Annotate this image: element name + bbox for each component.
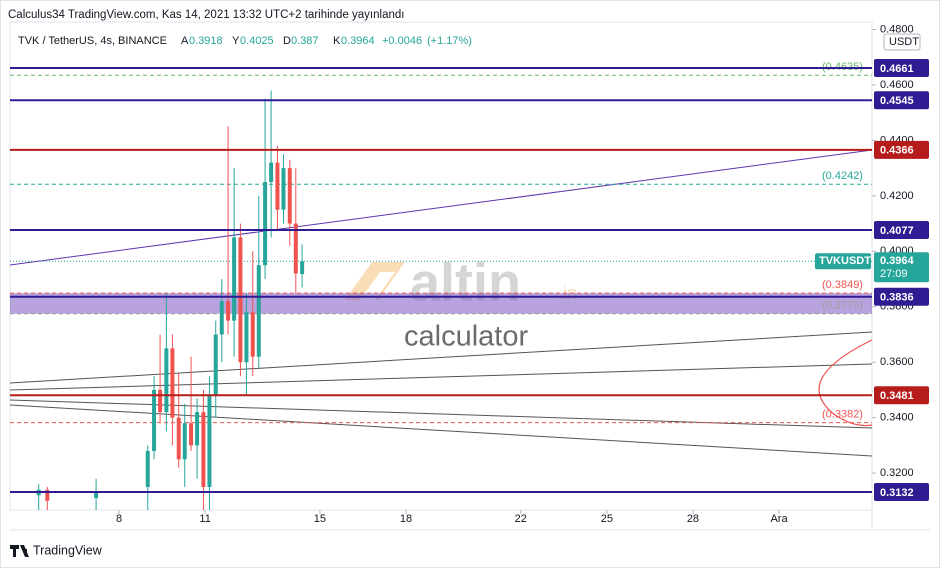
candle-body — [275, 162, 280, 210]
candle-body — [195, 412, 200, 446]
level-label-box — [874, 386, 929, 405]
x-tick-label: 8 — [116, 513, 122, 525]
candle-body — [201, 412, 206, 487]
currency-box — [883, 33, 921, 51]
level-label: 0.4077 — [880, 225, 914, 237]
symbol: TVK / TetherUS, 4s, BINANCE — [18, 35, 167, 47]
candle-body — [269, 162, 274, 182]
candle-body — [281, 168, 286, 210]
candle-body — [45, 489, 50, 501]
x-tick-label: 11 — [199, 513, 210, 525]
countdown: 27:09 — [880, 268, 908, 280]
watermark-tagline: calculator — [404, 321, 528, 353]
ohlc-value: 0.387 — [291, 35, 319, 47]
candle-body — [219, 301, 224, 335]
last-price: 0.3964 — [880, 255, 915, 267]
ohlc-value: 0.4025 — [240, 35, 274, 47]
currency: USDT — [889, 36, 919, 48]
candle-body — [293, 223, 298, 274]
ohlc-key: A — [181, 35, 189, 47]
level-label: 0.4366 — [880, 145, 914, 157]
level-label: 0.3132 — [880, 487, 914, 499]
candle-body — [152, 389, 157, 451]
trend-line — [9, 331, 873, 384]
ohlc-key: K — [333, 35, 341, 47]
last-name-box — [815, 253, 871, 270]
dashed-level-label: (0.3849) — [822, 279, 863, 291]
y-tick-label: 0.4800 — [880, 23, 914, 35]
candle-body — [189, 423, 194, 446]
level-label: 0.4661 — [880, 63, 914, 75]
level-label: 0.3836 — [880, 292, 914, 304]
candle-body — [300, 261, 305, 275]
ohlc-value: 0.3918 — [189, 35, 223, 47]
candle-body — [226, 301, 231, 321]
x-tick-label: 18 — [400, 513, 412, 525]
x-tick-label: 28 — [687, 513, 699, 525]
candle-body — [213, 334, 218, 396]
candle-body — [287, 168, 292, 224]
candle-body — [256, 265, 261, 357]
trend-line — [9, 149, 873, 266]
ohlc-key: Y — [232, 35, 240, 47]
candle-body — [207, 395, 212, 487]
dashed-level-label: (0.3775) — [822, 300, 863, 312]
legend: TVK / TetherUS, 4s, BINANCE A 0.3918 Y 0.402… — [18, 35, 472, 47]
dashed-level-label: (0.4242) — [822, 170, 863, 182]
candle-body — [176, 417, 181, 460]
y-tick-label: 0.3600 — [880, 356, 914, 368]
level-label-box — [874, 59, 929, 78]
change-pct: (+1.17%) — [427, 35, 472, 47]
footer-brand: TradingView — [33, 543, 103, 557]
ellipse-drawing — [818, 339, 873, 427]
candle-body — [170, 348, 175, 418]
candle-body — [182, 423, 187, 460]
y-tick-label: 0.4600 — [880, 79, 914, 91]
candle-body — [250, 312, 255, 357]
candle-body — [263, 181, 268, 266]
zone — [10, 293, 872, 314]
candle-body — [164, 348, 169, 413]
candle-body — [94, 492, 99, 499]
x-tick-label: 15 — [314, 513, 326, 525]
level-label: 0.4545 — [880, 95, 914, 107]
level-label-box — [874, 220, 929, 239]
y-tick-label: 0.3200 — [880, 467, 914, 479]
candle-body — [145, 450, 150, 487]
ohlc-value: 0.3964 — [341, 35, 375, 47]
level-label-box — [874, 287, 929, 306]
ohlc-key: D — [283, 35, 291, 47]
y-tick-label: 0.3400 — [880, 412, 914, 424]
dashed-level-label: (0.3382) — [822, 409, 863, 421]
y-tick-label: 0.4200 — [880, 190, 914, 202]
candle-body — [232, 237, 237, 321]
x-tick-label: 25 — [601, 513, 613, 525]
level-label: 0.3481 — [880, 390, 914, 402]
last-name: TVKUSDT — [819, 255, 871, 267]
watermark-logo — [345, 262, 405, 300]
candles — [36, 90, 305, 510]
level-label-box — [874, 482, 929, 501]
published-note: Calculus34 TradingView.com, Kas 14, 2021… — [8, 9, 404, 21]
candle-body — [158, 389, 163, 413]
level-label-box — [874, 140, 929, 159]
candle-body — [244, 312, 249, 363]
x-tick-label: Ara — [770, 513, 788, 525]
footer-logo — [10, 545, 29, 557]
change: +0.0046 — [382, 35, 422, 47]
last-price-box — [874, 252, 929, 283]
level-label-box — [874, 91, 929, 110]
candle-body — [238, 237, 243, 363]
x-tick-label: 22 — [515, 513, 527, 525]
